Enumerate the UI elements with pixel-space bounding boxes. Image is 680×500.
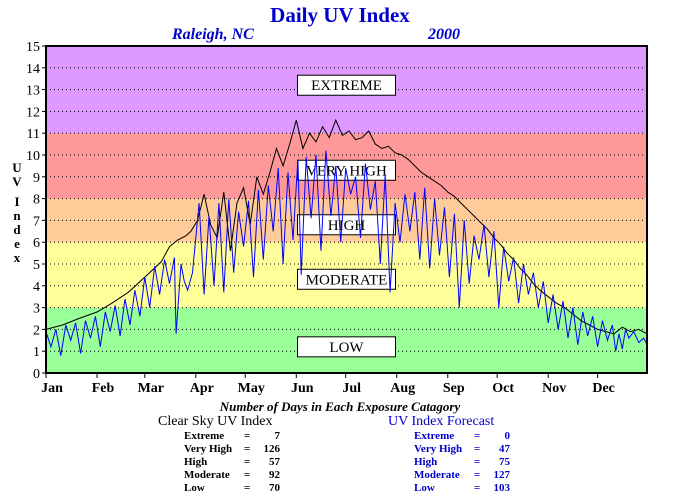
forecast-label: Extreme — [414, 430, 455, 442]
clear-sep: = — [244, 430, 251, 442]
x-tick-label: May — [238, 381, 265, 396]
band-label-box — [297, 336, 396, 358]
forecast-sep: = — [474, 456, 481, 468]
forecast-label: Very High — [414, 443, 463, 455]
x-tick-label: Aug — [390, 381, 415, 396]
clear-row: High = 57 — [184, 456, 280, 469]
location-label: Raleigh, NC — [172, 26, 254, 43]
band-label: LOW — [329, 340, 364, 356]
y-axis-label-char: n — [13, 208, 21, 223]
y-tick-label: 5 — [33, 258, 40, 273]
y-tick-label: 7 — [33, 214, 40, 229]
clear-sep: = — [244, 469, 251, 481]
x-tick-labels: Jan Feb Mar Apr May Jun Jul Aug Sep Oct Nov Dec — [41, 373, 615, 396]
y-axis-label-char: I — [14, 194, 19, 209]
y-tick-label: 6 — [33, 236, 40, 251]
band-label: MODERATE — [306, 272, 388, 288]
x-tick-label: Nov — [542, 381, 566, 396]
forecast-row: Moderate = 127 — [414, 469, 510, 482]
forecast-value: 127 — [493, 469, 511, 481]
y-tick-label: 8 — [33, 193, 40, 208]
clear-value: 70 — [269, 482, 280, 494]
y-tick-label: 1 — [33, 345, 40, 360]
forecast-value: 103 — [493, 482, 511, 494]
y-tick-label: 4 — [33, 280, 40, 295]
clear-value: 7 — [274, 430, 281, 442]
clear-row: Moderate = 92 — [184, 469, 280, 482]
counts-title: Number of Days in Each Exposure Catagory — [219, 399, 461, 414]
forecast-sep: = — [474, 469, 481, 481]
forecast-value: 47 — [499, 443, 510, 455]
clear-value: 92 — [269, 469, 280, 481]
clear-value: 126 — [263, 443, 281, 455]
y-axis-label-char: e — [14, 236, 20, 251]
clear-label: High — [184, 456, 208, 468]
y-tick-label: 11 — [27, 127, 40, 142]
x-tick-label: Feb — [92, 381, 115, 396]
clear-label: Low — [184, 482, 205, 494]
clear-sky-stats: Clear Sky UV Index Extreme = 7 Very High = 12… — [158, 414, 280, 495]
clear-row: Extreme = 7 — [184, 430, 280, 443]
clear-label: Moderate — [184, 469, 230, 481]
band-label: HIGH — [328, 218, 366, 234]
y-tick-label: 0 — [33, 367, 40, 382]
y-axis-label-char: V — [12, 174, 22, 189]
year-label: 2000 — [428, 26, 460, 43]
y-tick-label: 2 — [33, 323, 40, 338]
forecast-row: Extreme = 0 — [414, 430, 510, 443]
forecast-row: Very High = 47 — [414, 443, 510, 456]
clear-row: Very High = 126 — [184, 443, 280, 456]
clear-sep: = — [244, 443, 251, 455]
clear-row: Low = 70 — [184, 482, 280, 495]
x-tick-label: Jul — [342, 381, 361, 396]
y-tick-label: 3 — [33, 302, 40, 317]
series-forecast — [45, 150, 648, 356]
x-tick-label: Sep — [443, 381, 465, 396]
y-tick-label: 15 — [26, 40, 40, 55]
forecast-row: Low = 103 — [414, 482, 510, 495]
x-tick-label: Apr — [190, 381, 214, 396]
y-tick-label: 13 — [26, 84, 40, 99]
clear-sep: = — [244, 482, 251, 494]
clear-sep: = — [244, 456, 251, 468]
y-axis-label-char: x — [14, 250, 21, 265]
forecast-value: 0 — [504, 430, 511, 442]
band-label-box — [297, 74, 396, 96]
x-tick-label: Dec — [592, 381, 615, 396]
forecast-sep: = — [474, 430, 481, 442]
band-label-box — [297, 268, 396, 290]
x-tick-label: Mar — [138, 381, 164, 396]
y-tick-label: 10 — [26, 149, 40, 164]
x-tick-label: Oct — [492, 381, 514, 396]
forecast-stats: UV Index Forecast Extreme = 0 Very High = 47 H… — [388, 414, 510, 495]
forecast-header: UV Index Forecast — [388, 414, 495, 429]
x-tick-label: Jan — [41, 381, 63, 396]
clear-label: Extreme — [184, 430, 225, 442]
y-tick-label: 9 — [33, 171, 40, 186]
forecast-value: 75 — [499, 456, 510, 468]
y-axis-label-char: d — [13, 222, 21, 237]
forecast-sep: = — [474, 443, 481, 455]
forecast-label: Moderate — [414, 469, 460, 481]
forecast-label: Low — [414, 482, 435, 494]
y-axis-label-char: U — [12, 160, 22, 175]
series-lines — [45, 118, 648, 356]
chart-title: Daily UV Index — [270, 3, 410, 27]
plot-frame — [45, 45, 648, 374]
y-tick-label: 12 — [26, 105, 40, 120]
forecast-row: High = 75 — [414, 456, 510, 469]
y-tick-label: 14 — [26, 62, 40, 77]
forecast-label: High — [414, 456, 438, 468]
x-tick-label: Jun — [291, 381, 314, 396]
clear-label: Very High — [184, 443, 233, 455]
clear-sky-header: Clear Sky UV Index — [158, 414, 273, 429]
forecast-sep: = — [474, 482, 481, 494]
band-label: EXTREME — [311, 78, 382, 94]
clear-value: 57 — [269, 456, 280, 468]
